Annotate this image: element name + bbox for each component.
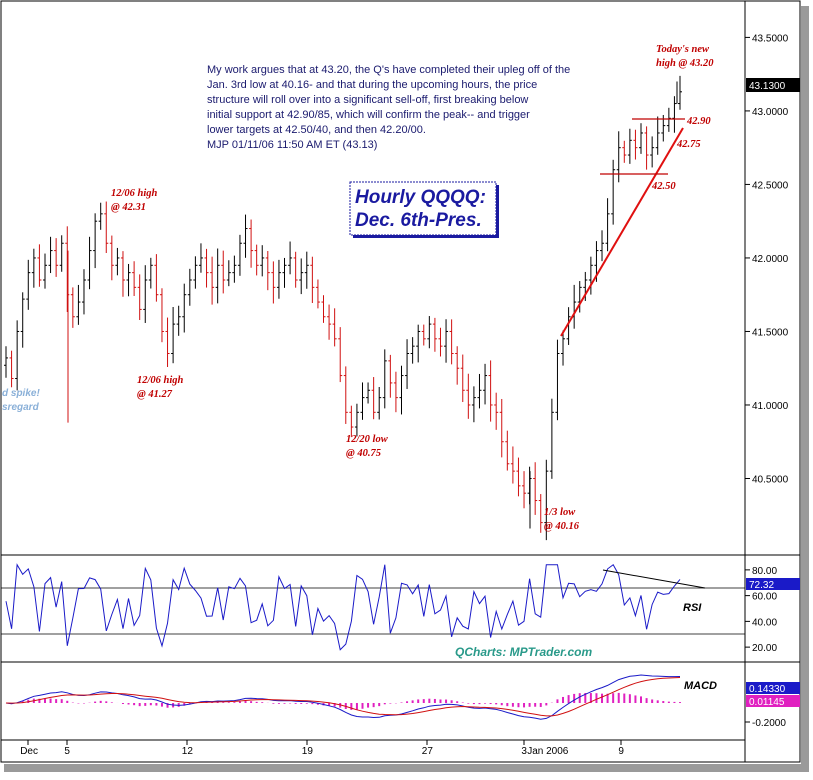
price-tick-label: 40.5000 bbox=[752, 474, 789, 485]
outer-border bbox=[0, 0, 801, 763]
x-tick-label: Dec bbox=[20, 746, 38, 757]
commentary-line-1: My work argues that at 43.20, the Q's ha… bbox=[207, 64, 570, 76]
rsi-tick-label: 20.00 bbox=[752, 643, 777, 654]
commentary-line-6: MJP 01/11/06 11:50 AM ET (43.13) bbox=[207, 139, 377, 151]
rsi-label: RSI bbox=[683, 602, 702, 614]
x-tick-label: 3 bbox=[521, 746, 527, 757]
support-trendline bbox=[560, 127, 684, 337]
annotation-5-line2: high @ 43.20 bbox=[656, 58, 714, 69]
annotation-2-line2: @ 41.27 bbox=[137, 389, 173, 400]
commentary-line-3: structure will roll over into a signific… bbox=[207, 94, 528, 106]
macd-signal-line bbox=[5, 677, 681, 717]
left-note-line1: d spike! bbox=[2, 388, 40, 399]
commentary-line-5: lower targets at 42.50/40, and then 42.2… bbox=[207, 124, 426, 136]
x-tick-label: 12 bbox=[182, 746, 194, 757]
macd-label: MACD bbox=[684, 680, 717, 692]
macd-tick-label: -0.2000 bbox=[752, 718, 786, 729]
commentary-line-4: initial support at 42.90/85, which will … bbox=[207, 109, 530, 121]
frame-shadow-bottom bbox=[4, 764, 804, 772]
chart-subtitle: Dec. 6th-Pres. bbox=[355, 210, 482, 231]
x-tick-label: 19 bbox=[302, 746, 314, 757]
rsi-value-label: 72.32 bbox=[749, 580, 774, 591]
x-tick-label: 27 bbox=[422, 746, 434, 757]
rsi-tick-label: 60.00 bbox=[752, 592, 777, 603]
price-tick-label: 42.0000 bbox=[752, 254, 789, 265]
price-tick-label: 43.5000 bbox=[752, 33, 789, 44]
rsi-divergence-line bbox=[602, 569, 706, 589]
macd-value-label: 0.14330 bbox=[749, 684, 786, 695]
chart-title: Hourly QQQQ: bbox=[355, 187, 486, 208]
annotation-5-line1: Today's new bbox=[656, 44, 710, 55]
rsi-axis-ticks: 80.00 60.00 40.00 20.00 bbox=[745, 566, 777, 654]
watermark: QCharts: MPTrader.com bbox=[455, 645, 592, 659]
macd-hist-value-label: 0.01145 bbox=[749, 697, 785, 708]
x-tick-label: 9 bbox=[618, 746, 624, 757]
chart-title-box: Hourly QQQQ: Dec. 6th-Pres. bbox=[349, 181, 499, 238]
annotation-3-line2: @ 40.75 bbox=[346, 448, 381, 459]
rsi-value-box bbox=[746, 578, 800, 590]
last-price-box bbox=[746, 78, 800, 92]
left-note-line2: sregard bbox=[2, 402, 40, 413]
price-axis-ticks: 43.5000 43.0000 42.5000 42.0000 41.5000 41.00… bbox=[745, 33, 789, 485]
rsi-series-line bbox=[5, 563, 681, 651]
x-tick-label: 5 bbox=[64, 746, 70, 757]
title-box bbox=[349, 181, 497, 236]
macd-hist-value-box bbox=[746, 695, 800, 707]
rsi-tick-label: 80.00 bbox=[752, 566, 777, 577]
frame-shadow-right bbox=[801, 6, 809, 772]
rsi-tick-label: 40.00 bbox=[752, 617, 777, 628]
level-label-42-75: 42.75 bbox=[676, 139, 701, 150]
commentary-line-2: Jan. 3rd low at 40.16- and that during t… bbox=[207, 79, 537, 91]
price-tick-label: 41.5000 bbox=[752, 327, 789, 338]
annotation-3-line1: 12/20 low bbox=[346, 434, 389, 445]
commentary-block: My work argues that at 43.20, the Q's ha… bbox=[207, 64, 570, 151]
annotation-2-line1: 12/06 high bbox=[137, 375, 184, 386]
price-tick-label: 41.0000 bbox=[752, 401, 789, 412]
annotation-1-line2: @ 42.31 bbox=[111, 202, 146, 213]
x-tick-label: Jan 2006 bbox=[527, 746, 569, 757]
level-label-42-50: 42.50 bbox=[651, 181, 676, 192]
x-axis-ticks: Dec 5 12 19 27 3 Jan 2006 9 bbox=[20, 740, 624, 757]
annotation-4-line2: @ 40.16 bbox=[544, 521, 580, 532]
macd-value-box bbox=[746, 682, 800, 694]
annotation-4-line1: 1/3 low bbox=[544, 507, 576, 518]
price-candles bbox=[4, 75, 682, 541]
price-tick-label: 42.5000 bbox=[752, 180, 789, 191]
last-price-label: 43.1300 bbox=[749, 81, 786, 92]
level-label-42-90: 42.90 bbox=[686, 116, 711, 127]
annotation-1-line1: 12/06 high bbox=[111, 188, 158, 199]
price-tick-label: 43.0000 bbox=[752, 107, 789, 118]
